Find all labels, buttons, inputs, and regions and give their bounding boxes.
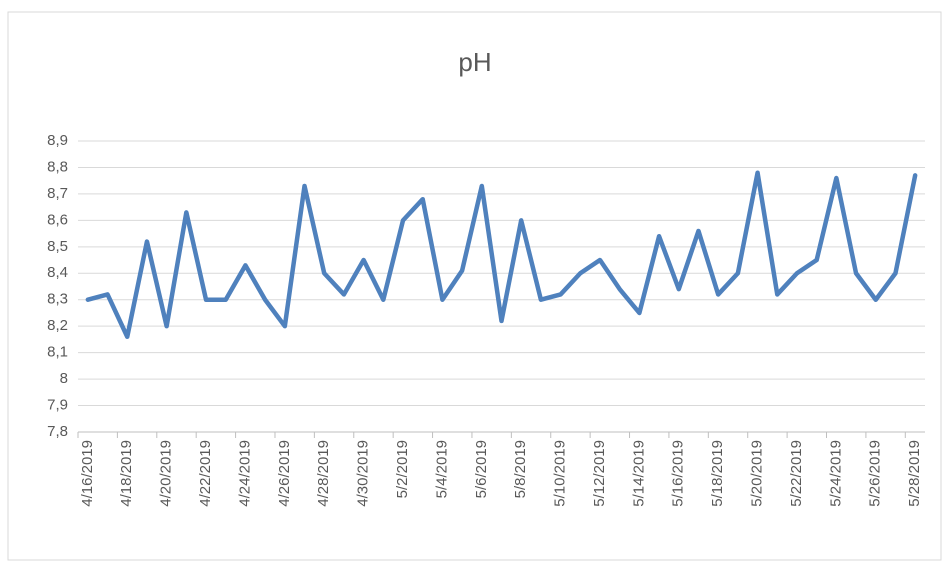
x-tick-label: 5/4/2019 (433, 440, 450, 498)
y-tick-label: 7,8 (47, 423, 68, 440)
x-tick-label: 4/28/2019 (315, 440, 332, 507)
y-tick-label: 8,1 (47, 344, 68, 361)
x-tick-label: 4/24/2019 (236, 440, 253, 507)
y-tick-label: 8,6 (47, 211, 68, 228)
y-tick-label: 8,8 (47, 158, 68, 175)
y-tick-label: 8,3 (47, 291, 68, 308)
x-tick-label: 5/12/2019 (591, 440, 608, 507)
x-tick-label: 5/20/2019 (749, 440, 766, 507)
x-tick-label: 5/6/2019 (473, 440, 490, 498)
x-tick-label: 5/8/2019 (512, 440, 529, 498)
x-tick-label: 4/18/2019 (118, 440, 135, 507)
x-tick-label: 4/26/2019 (276, 440, 293, 507)
y-tick-label: 8,2 (47, 317, 68, 334)
chart-title: pH (458, 47, 491, 77)
x-tick-label: 5/28/2019 (906, 440, 923, 507)
x-tick-label: 4/20/2019 (158, 440, 175, 507)
y-tick-label: 8,5 (47, 238, 68, 255)
line-series (85, 170, 918, 340)
x-tick-label: 5/10/2019 (552, 440, 569, 507)
y-tick-label: 7,9 (47, 397, 68, 414)
x-tick-label: 4/30/2019 (355, 440, 372, 507)
x-tick-label: 5/16/2019 (670, 440, 687, 507)
x-tick-label: 5/24/2019 (827, 440, 844, 507)
y-tick-label: 8,7 (47, 185, 68, 202)
y-tick-label: 8,4 (47, 264, 68, 281)
x-tick-label: 5/22/2019 (788, 440, 805, 507)
x-tick-label: 5/14/2019 (630, 440, 647, 507)
y-tick-label: 8 (60, 370, 68, 387)
x-tick-label: 4/16/2019 (79, 440, 96, 507)
y-tick-label: 8,9 (47, 132, 68, 149)
x-tick-label: 5/26/2019 (867, 440, 884, 507)
x-tick-label: 4/22/2019 (197, 440, 214, 507)
x-tick-label: 5/18/2019 (709, 440, 726, 507)
x-tick-label: 5/2/2019 (394, 440, 411, 498)
